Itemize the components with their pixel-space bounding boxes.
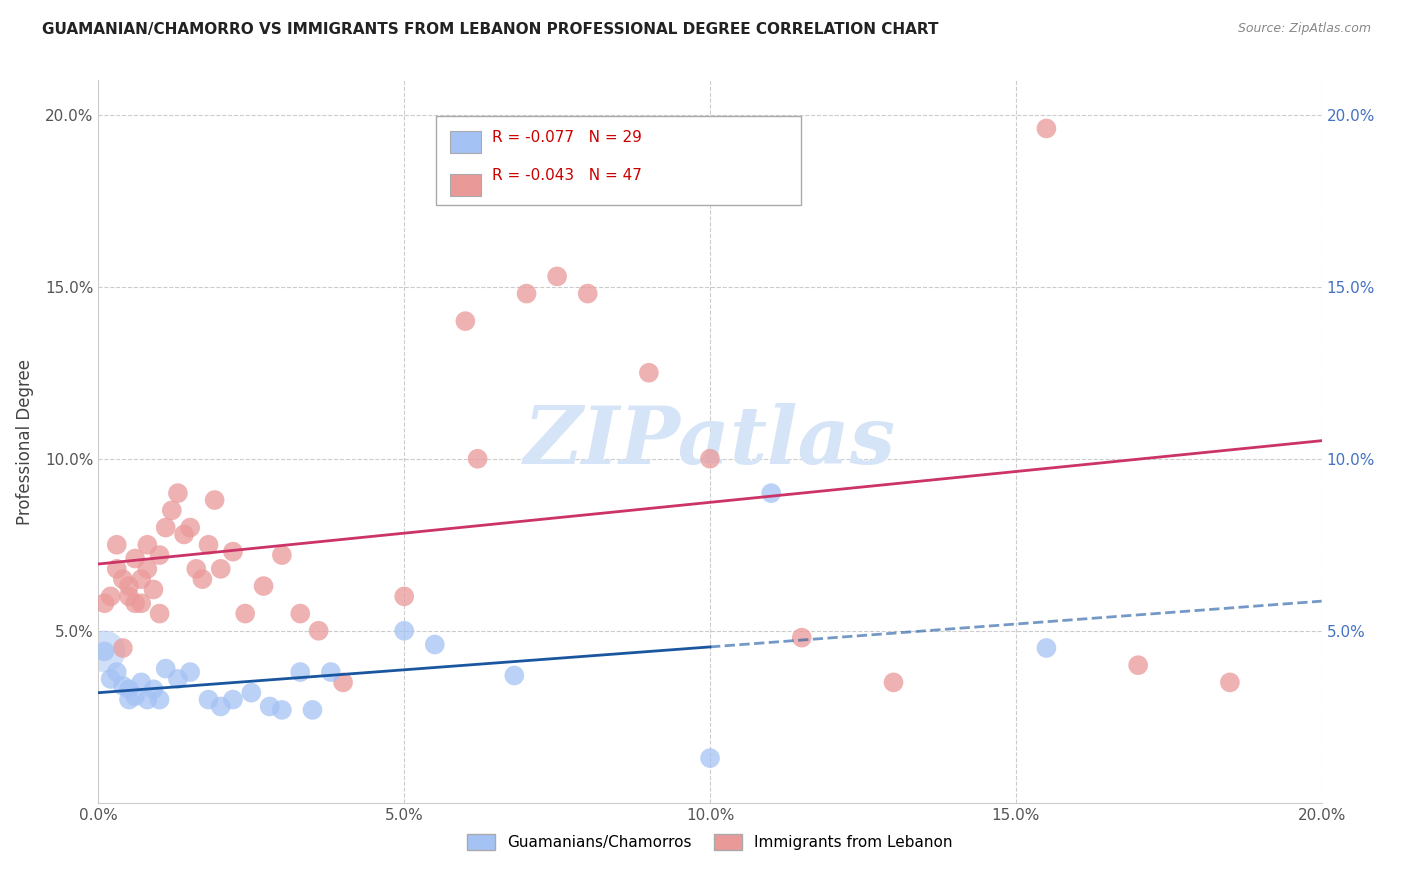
Point: [179, 665, 201, 679]
Point: [516, 286, 538, 301]
Y-axis label: Professional Degree: Professional Degree: [15, 359, 34, 524]
Point: [100, 590, 122, 604]
Point: [209, 699, 232, 714]
Point: [270, 548, 292, 562]
Text: R = -0.043   N = 47: R = -0.043 N = 47: [492, 168, 643, 183]
Point: [136, 538, 159, 552]
Legend: Guamanians/Chamorros, Immigrants from Lebanon: Guamanians/Chamorros, Immigrants from Le…: [461, 829, 959, 856]
Point: [222, 692, 245, 706]
Point: [699, 451, 721, 466]
Point: [392, 624, 416, 638]
Point: [124, 551, 146, 566]
Point: [252, 579, 274, 593]
Point: [105, 538, 128, 552]
Point: [186, 562, 208, 576]
Point: [576, 286, 599, 301]
Point: [149, 548, 172, 562]
Point: [129, 572, 152, 586]
Point: [240, 686, 263, 700]
Point: [105, 562, 128, 576]
Point: [503, 668, 526, 682]
Point: [124, 596, 146, 610]
Point: [270, 703, 292, 717]
Point: [759, 486, 782, 500]
Point: [93, 596, 115, 610]
Point: [546, 269, 568, 284]
Point: [142, 582, 165, 597]
Point: [222, 544, 245, 558]
Text: Source: ZipAtlas.com: Source: ZipAtlas.com: [1237, 22, 1371, 36]
Point: [301, 703, 323, 717]
Point: [699, 751, 721, 765]
Point: [167, 672, 190, 686]
Text: ZIPatlas: ZIPatlas: [524, 403, 896, 480]
Point: [454, 314, 477, 328]
Point: [160, 503, 183, 517]
Point: [173, 527, 195, 541]
Point: [124, 689, 146, 703]
Point: [100, 672, 122, 686]
Point: [790, 631, 813, 645]
Point: [111, 679, 134, 693]
Point: [129, 675, 152, 690]
Point: [233, 607, 256, 621]
Point: [155, 520, 177, 534]
Point: [111, 572, 134, 586]
Point: [423, 638, 446, 652]
Point: [259, 699, 281, 714]
Point: [319, 665, 342, 679]
Point: [93, 644, 115, 658]
Point: [209, 562, 232, 576]
Point: [204, 493, 226, 508]
Point: [93, 644, 115, 658]
Point: [167, 486, 190, 500]
Point: [332, 675, 354, 690]
Point: [149, 607, 172, 621]
Point: [1035, 121, 1057, 136]
Point: [118, 682, 141, 697]
Point: [1128, 658, 1150, 673]
Point: [129, 596, 152, 610]
Point: [118, 590, 141, 604]
Text: GUAMANIAN/CHAMORRO VS IMMIGRANTS FROM LEBANON PROFESSIONAL DEGREE CORRELATION CH: GUAMANIAN/CHAMORRO VS IMMIGRANTS FROM LE…: [42, 22, 939, 37]
Point: [467, 451, 489, 466]
Point: [1219, 675, 1241, 690]
Point: [105, 665, 128, 679]
Point: [883, 675, 905, 690]
Point: [308, 624, 330, 638]
Point: [1035, 640, 1057, 655]
Point: [179, 520, 201, 534]
Point: [392, 590, 416, 604]
Point: [155, 662, 177, 676]
Point: [149, 692, 172, 706]
Point: [118, 692, 141, 706]
Point: [142, 682, 165, 697]
Point: [197, 538, 219, 552]
Point: [136, 692, 159, 706]
Point: [290, 665, 312, 679]
Point: [191, 572, 214, 586]
Point: [136, 562, 159, 576]
Point: [637, 366, 661, 380]
Point: [290, 607, 312, 621]
Point: [197, 692, 219, 706]
Point: [111, 640, 134, 655]
Point: [118, 579, 141, 593]
Text: R = -0.077   N = 29: R = -0.077 N = 29: [492, 130, 643, 145]
